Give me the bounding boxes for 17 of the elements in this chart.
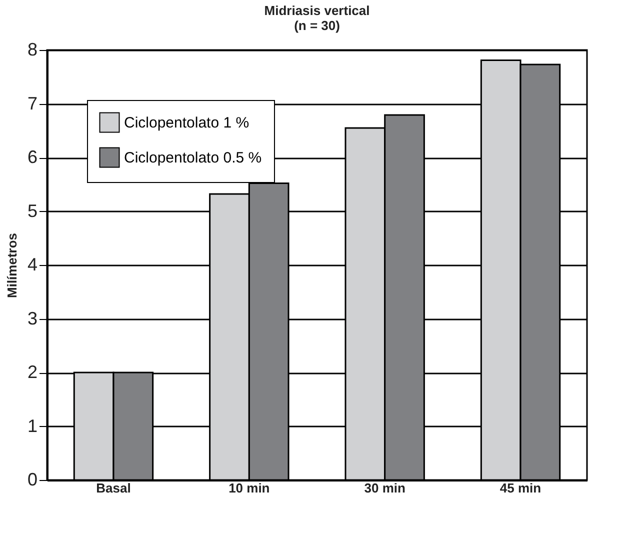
y-tick-label: 8 (27, 40, 38, 60)
x-tick-label: 10 min (228, 480, 270, 496)
y-tick-label: 6 (27, 147, 38, 167)
y-tick-label: 3 (27, 308, 38, 328)
x-tick-label: 30 min (364, 480, 406, 496)
chart-title: Midriasis vertical (n = 30) (264, 3, 370, 33)
x-tick-label: Basal (96, 480, 131, 496)
y-tick-label: 5 (27, 200, 38, 221)
y-tick-label: 7 (27, 93, 38, 114)
x-tick-label: 45 min (500, 480, 542, 496)
y-axis-title: Milímetros (4, 232, 20, 298)
y-tick-label: 2 (27, 362, 38, 382)
legend-label: Ciclopentolato 1 % (124, 114, 250, 132)
y-tick-label: 1 (27, 416, 38, 436)
legend-label: Ciclopentolato 0.5 % (124, 150, 262, 166)
y-tick-label: 0 (27, 470, 38, 490)
y-tick-label: 4 (27, 254, 38, 274)
